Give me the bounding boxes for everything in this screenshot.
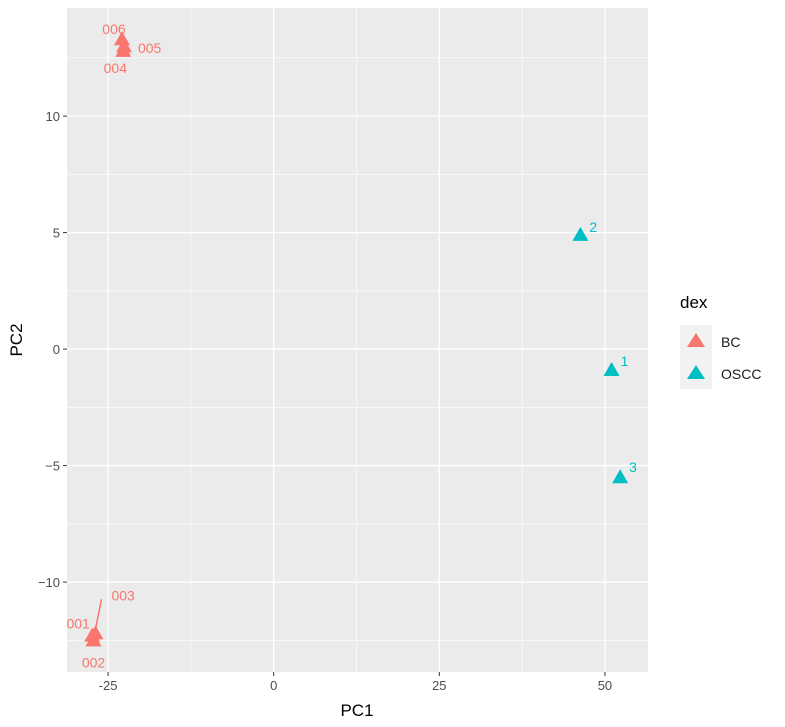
point-label: 006 xyxy=(102,21,126,37)
legend-label-oscc: OSCC xyxy=(721,366,761,382)
legend: dex BC OSCC xyxy=(680,293,761,389)
y-tick-label: 10 xyxy=(46,109,60,124)
data-point-bc xyxy=(113,31,130,46)
point-label: 002 xyxy=(82,654,106,670)
x-tick-label: 50 xyxy=(598,678,612,693)
y-axis-title: PC2 xyxy=(7,323,26,356)
x-tick-label: -25 xyxy=(99,678,118,693)
point-label: 3 xyxy=(629,459,637,475)
point-label: 001 xyxy=(66,616,90,632)
data-point-oscc xyxy=(572,226,589,241)
point-label: 005 xyxy=(138,40,162,56)
y-tick-label: −5 xyxy=(45,459,60,474)
point-label: 2 xyxy=(589,219,597,235)
legend-label-bc: BC xyxy=(721,334,740,350)
data-point-oscc xyxy=(612,469,629,484)
legend-title: dex xyxy=(680,293,708,312)
legend-key-bc-triangle xyxy=(687,333,705,347)
data-point-bc xyxy=(115,42,132,57)
y-tick-label: −10 xyxy=(38,575,60,590)
point-label: 004 xyxy=(104,60,128,76)
x-tick-label: 25 xyxy=(432,678,446,693)
data-point-oscc xyxy=(603,362,620,377)
legend-key-oscc-triangle xyxy=(687,365,705,379)
y-tick-label: 5 xyxy=(53,226,60,241)
x-axis-title: PC1 xyxy=(340,701,373,720)
y-tick-label: 0 xyxy=(53,342,60,357)
data-point-bc xyxy=(87,625,104,640)
label-connector xyxy=(94,599,103,630)
plot-panel xyxy=(67,8,648,672)
point-label: 003 xyxy=(111,587,135,603)
point-label: 1 xyxy=(621,353,629,369)
x-tick-label: 0 xyxy=(270,678,277,693)
